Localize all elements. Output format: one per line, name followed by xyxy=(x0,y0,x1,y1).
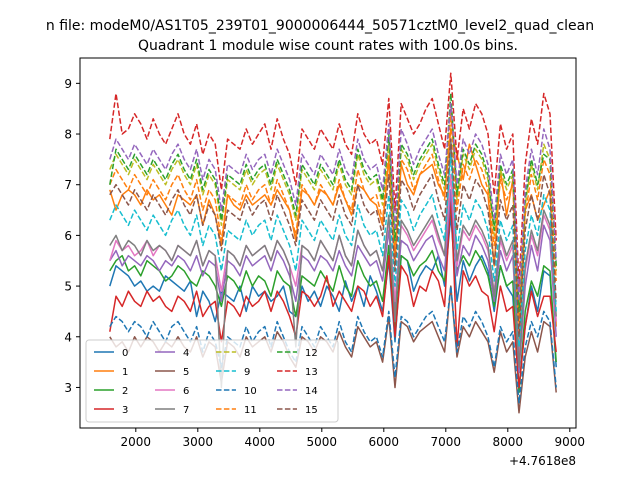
series-line-12 xyxy=(109,92,557,313)
x-tick-label: 9000 xyxy=(555,435,586,449)
series-line-7 xyxy=(109,138,557,389)
series-line-15 xyxy=(109,138,557,338)
axes: 2000 3000 4000 5000 6000 7000 8000 9000 3 4 5 6 7 8 9 xyxy=(64,57,586,449)
legend-box xyxy=(85,339,339,423)
figure-suptitle: n file: modeM0/AS1T05_239T01_9000006444_… xyxy=(46,18,594,34)
legend-label-13: 13 xyxy=(305,367,318,378)
legend-label-15: 15 xyxy=(305,405,318,416)
x-tick-label: 7000 xyxy=(431,435,462,449)
legend-label-6: 6 xyxy=(183,386,189,397)
legend-label-8: 8 xyxy=(244,348,250,359)
y-tick-label: 7 xyxy=(64,178,72,192)
chart-title: Quadrant 1 module wise count rates with … xyxy=(138,38,518,54)
legend-label-5: 5 xyxy=(183,367,189,378)
x-offset-label: +4.7618e8 xyxy=(509,454,576,468)
series-line-4 xyxy=(109,189,557,373)
legend-label-14: 14 xyxy=(305,386,318,397)
x-tick-label: 4000 xyxy=(245,435,276,449)
legend-label-9: 9 xyxy=(244,367,250,378)
y-tick-label: 6 xyxy=(64,229,72,243)
y-tick-label: 3 xyxy=(64,381,72,395)
series-line-3 xyxy=(109,194,557,389)
legend-label-1: 1 xyxy=(122,367,128,378)
y-tick-label: 9 xyxy=(64,77,72,91)
x-tick-label: 2000 xyxy=(121,435,152,449)
x-tick-label: 5000 xyxy=(307,435,338,449)
legend-label-11: 11 xyxy=(244,405,257,416)
y-tick-label: 8 xyxy=(64,128,72,142)
legend-label-0: 0 xyxy=(122,348,128,359)
y-tick-label: 4 xyxy=(64,330,72,344)
series-line-11 xyxy=(109,113,557,323)
legend-label-4: 4 xyxy=(183,348,189,359)
legend-label-2: 2 xyxy=(122,386,128,397)
legend-label-10: 10 xyxy=(244,386,257,397)
x-tick-label: 6000 xyxy=(369,435,400,449)
legend-label-12: 12 xyxy=(305,348,318,359)
series-line-0 xyxy=(109,214,557,389)
axes-frame xyxy=(79,57,577,429)
plot-area xyxy=(109,72,557,414)
series-line-8 xyxy=(109,102,557,318)
series-line-14 xyxy=(109,102,557,303)
series-line-2 xyxy=(109,204,557,394)
y-tick-label: 5 xyxy=(64,280,72,294)
x-tick-label: 3000 xyxy=(183,435,214,449)
series-line-13 xyxy=(109,72,557,287)
legend-label-3: 3 xyxy=(122,405,128,416)
series-lines xyxy=(109,72,557,414)
legend-label-7: 7 xyxy=(183,405,189,416)
x-tick-label: 8000 xyxy=(493,435,524,449)
